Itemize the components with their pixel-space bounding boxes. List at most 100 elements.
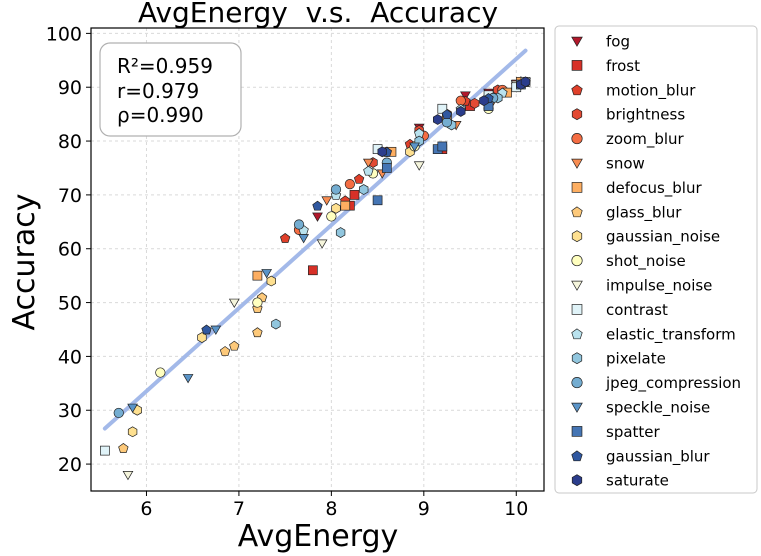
data-point-pixelate bbox=[335, 227, 346, 238]
x-axis-title: AvgEnergy bbox=[238, 519, 399, 554]
data-point-speckle-noise bbox=[261, 269, 273, 279]
data-point-saturate bbox=[520, 76, 531, 88]
legend-label-brightness: brightness bbox=[606, 106, 685, 124]
data-point-shot-noise bbox=[326, 211, 337, 222]
data-point-gaussian-noise bbox=[331, 202, 341, 214]
data-point-defocus-blur bbox=[252, 270, 263, 281]
r-squared-text: R²=0.959 bbox=[117, 54, 213, 78]
legend-label-impulse-noise: impulse_noise bbox=[606, 277, 712, 296]
legend-marker-contrast bbox=[571, 304, 583, 315]
y-tick-label: 60 bbox=[58, 239, 82, 261]
data-point-saturate bbox=[377, 146, 387, 158]
data-point-gaussian-noise bbox=[197, 332, 207, 343]
data-point-frost bbox=[349, 190, 360, 200]
legend-marker-frost bbox=[571, 60, 583, 71]
y-tick-label: 80 bbox=[58, 131, 82, 153]
legend-label-zoom-blur: zoom_blur bbox=[606, 130, 685, 149]
legend: fog frost motion_blur brightness zoom_blursn… bbox=[554, 25, 758, 494]
y-tick-label: 20 bbox=[58, 454, 82, 476]
data-point-saturate bbox=[456, 106, 466, 117]
y-tick-label: 100 bbox=[46, 23, 82, 45]
legend-marker-snow bbox=[571, 158, 583, 169]
data-point-gaussian-blur bbox=[312, 200, 323, 211]
data-point-glass-blur bbox=[252, 327, 263, 338]
data-points bbox=[100, 76, 531, 481]
y-tick-label: 30 bbox=[58, 400, 82, 422]
data-point-zoom-blur bbox=[344, 179, 355, 190]
stats-box: R²=0.959 r=0.979 ρ=0.990 bbox=[99, 42, 242, 137]
y-tick-label: 70 bbox=[58, 185, 82, 207]
data-point-speckle-noise bbox=[127, 403, 138, 413]
legend-label-pixelate: pixelate bbox=[606, 350, 666, 368]
grid-lines bbox=[91, 28, 544, 491]
data-point-speckle-noise bbox=[210, 325, 222, 335]
data-point-snow bbox=[321, 196, 333, 206]
legend-entries: fog frost motion_blur brightness zoom_blursn… bbox=[571, 33, 741, 490]
chart-title: AvgEnergy v.s. Accuracy bbox=[138, 0, 498, 29]
legend-label-saturate: saturate bbox=[606, 472, 669, 490]
legend-marker-impulse-noise bbox=[571, 280, 583, 291]
data-point-glass-blur bbox=[219, 346, 231, 356]
legend-marker-jpeg-compression bbox=[571, 377, 583, 389]
data-point-pixelate bbox=[359, 184, 369, 195]
y-tick-label: 50 bbox=[58, 293, 82, 315]
legend-label-fog: fog bbox=[606, 33, 630, 51]
y-axis-title: Accuracy bbox=[7, 194, 42, 331]
x-tick-label: 10 bbox=[504, 498, 528, 520]
data-point-glass-blur bbox=[118, 442, 129, 453]
x-tick-label: 8 bbox=[325, 498, 337, 520]
legend-label-glass-blur: glass_blur bbox=[606, 203, 682, 222]
regression-line bbox=[102, 48, 528, 431]
legend-marker-fog bbox=[571, 36, 583, 47]
legend-label-jpeg-compression: jpeg_compression bbox=[605, 374, 741, 393]
spearman-rho-text: ρ=0.990 bbox=[117, 103, 204, 127]
data-point-gaussian-noise bbox=[127, 426, 138, 438]
data-point-speckle-noise bbox=[409, 142, 420, 152]
data-point-fog bbox=[312, 212, 323, 222]
plot-area-frame bbox=[90, 27, 545, 492]
legend-label-frost: frost bbox=[606, 57, 640, 75]
data-point-brightness bbox=[469, 97, 480, 109]
data-point-spatter bbox=[372, 195, 383, 206]
legend-marker-defocus-blur bbox=[571, 182, 583, 193]
data-point-jpeg-compression bbox=[113, 407, 124, 419]
axis-ticks: 6 7 8 9 10 20 30 40 50 60 70 80 90 100 bbox=[46, 23, 529, 520]
data-point-jpeg-compression bbox=[293, 219, 305, 230]
data-point-shot-noise bbox=[155, 367, 166, 378]
legend-marker-zoom-blur bbox=[571, 133, 583, 145]
data-point-impulse-noise bbox=[316, 239, 328, 249]
data-point-impulse-noise bbox=[413, 161, 425, 171]
data-point-pixelate bbox=[271, 318, 281, 330]
legend-frame bbox=[554, 25, 758, 494]
legend-marker-motion-blur bbox=[571, 84, 583, 96]
data-point-shot-noise bbox=[252, 297, 263, 308]
legend-label-speckle-noise: speckle_noise bbox=[606, 399, 710, 418]
data-point-jpeg-compression bbox=[330, 184, 342, 195]
legend-marker-elastic-transform bbox=[571, 328, 583, 340]
legend-marker-gaussian-noise bbox=[571, 230, 583, 243]
x-tick-label: 9 bbox=[418, 498, 430, 520]
data-point-impulse-noise bbox=[122, 471, 134, 481]
legend-marker-gaussian-blur bbox=[571, 450, 583, 462]
legend-marker-spatter bbox=[571, 426, 583, 437]
data-point-gaussian-blur bbox=[201, 324, 212, 335]
legend-label-defocus-blur: defocus_blur bbox=[606, 179, 702, 198]
data-point-elastic-transform bbox=[363, 165, 374, 176]
legend-label-gaussian-noise: gaussian_noise bbox=[606, 228, 720, 247]
legend-marker-shot-noise bbox=[571, 255, 583, 267]
data-point-gaussian-blur bbox=[441, 109, 453, 120]
x-tick-label: 7 bbox=[233, 498, 245, 520]
data-point-contrast bbox=[100, 445, 110, 456]
legend-marker-pixelate bbox=[571, 352, 583, 365]
y-tick-label: 90 bbox=[58, 77, 82, 99]
legend-label-snow: snow bbox=[606, 155, 645, 173]
fit-line-group bbox=[102, 48, 528, 431]
data-point-saturate bbox=[479, 95, 489, 107]
data-point-glass-blur bbox=[229, 340, 240, 351]
data-point-defocus-blur bbox=[340, 200, 351, 211]
data-point-motion-blur bbox=[279, 233, 291, 243]
data-point-motion-blur bbox=[353, 173, 365, 184]
x-tick-label: 6 bbox=[140, 498, 152, 520]
data-point-speckle-noise bbox=[298, 234, 310, 244]
